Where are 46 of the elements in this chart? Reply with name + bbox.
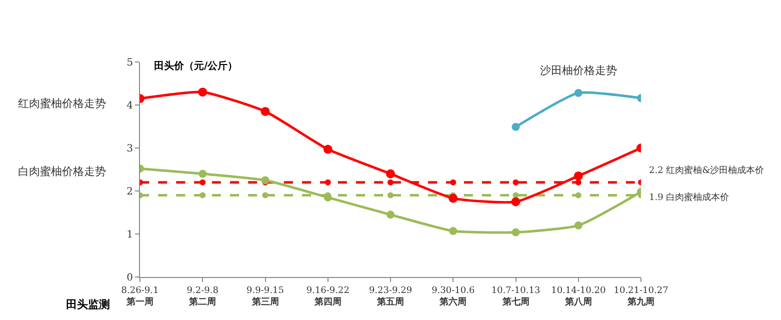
y-tick-label: 5 bbox=[126, 58, 133, 68]
x-tick-label: 10.7-10.13 第七周 bbox=[491, 286, 540, 308]
point bbox=[198, 170, 207, 178]
point bbox=[261, 176, 270, 184]
point bbox=[386, 210, 394, 219]
text: 白肉蜜柚价格走势 bbox=[18, 165, 106, 178]
x-axis-title: 田头监测 bbox=[66, 298, 110, 311]
series-label: 沙田柚价格走势 bbox=[540, 64, 617, 77]
point bbox=[448, 194, 458, 203]
x-tick-label: 9.2-9.8 第二周 bbox=[186, 286, 219, 308]
point bbox=[323, 144, 332, 154]
y-tick-label: 2 bbox=[126, 186, 133, 198]
x-tick-label: 10.14-10.20 第八周 bbox=[551, 286, 606, 308]
x-tick-label: 9.9-9.15 第三周 bbox=[246, 286, 284, 308]
point bbox=[260, 106, 270, 116]
y-tick-label: 4 bbox=[126, 100, 133, 112]
series-label: 1.9 白肉蜜柚成本价 bbox=[649, 192, 730, 203]
point bbox=[512, 228, 520, 236]
y-tick-label: 0 bbox=[126, 272, 133, 284]
point bbox=[574, 221, 582, 230]
y-tick-label: 3 bbox=[126, 144, 133, 154]
point bbox=[388, 179, 394, 186]
point bbox=[262, 192, 268, 198]
text: 红肉蜜柚价格走势 bbox=[18, 97, 106, 110]
point bbox=[388, 192, 394, 198]
point bbox=[386, 169, 395, 178]
point bbox=[198, 88, 208, 97]
point bbox=[512, 179, 519, 186]
point bbox=[200, 179, 206, 186]
point bbox=[324, 179, 331, 186]
y-axis-title: 田头价（元/公斤） bbox=[154, 60, 238, 72]
point bbox=[449, 226, 458, 235]
x-tick-label: 9.23-9.29 第五周 bbox=[368, 286, 412, 308]
x-tick-label: 10.21-10.27 第九周 bbox=[614, 286, 669, 308]
x-tick-label: 8.26-9.1 第一周 bbox=[121, 286, 159, 308]
point bbox=[574, 171, 583, 180]
series-label: 2.2 红肉蜜柚&沙田柚成本价 bbox=[649, 165, 764, 176]
point bbox=[512, 122, 520, 131]
point bbox=[574, 88, 582, 97]
point bbox=[450, 179, 456, 186]
point bbox=[200, 192, 206, 198]
x-tick-label: 9.16-9.22 第四周 bbox=[306, 286, 350, 308]
x-tick-label: 9.30-10.6 第六周 bbox=[432, 286, 475, 308]
point bbox=[575, 192, 582, 198]
y-tick-label: 1 bbox=[126, 230, 133, 240]
point bbox=[511, 197, 520, 206]
